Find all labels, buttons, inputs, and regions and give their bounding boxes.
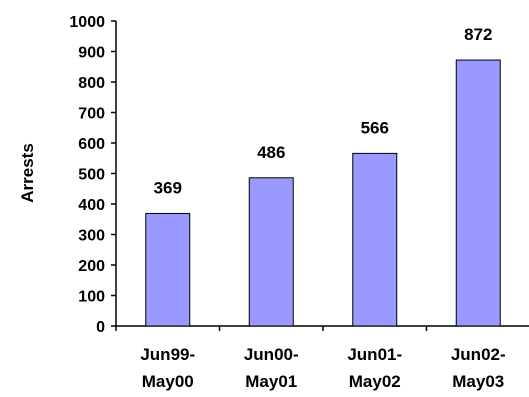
y-tick-label: 500: [78, 167, 105, 184]
data-label: 486: [257, 143, 285, 162]
bar: [352, 152, 398, 327]
y-tick-label: 800: [78, 75, 105, 92]
bar-series: 369 486 566 872: [145, 25, 501, 327]
x-tick-label: Jun00-May01: [244, 345, 299, 391]
y-tick-label: 400: [78, 197, 105, 214]
y-axis-title: Arrests: [18, 143, 37, 203]
y-tick-label: 0: [96, 319, 105, 336]
y-tick-label: 900: [78, 45, 105, 62]
y-axis: 0 100 200 300 400 500 600 700 800 900 1000: [69, 14, 117, 336]
y-tick-label: 1000: [69, 14, 105, 31]
x-tick-label: Jun99-May00: [140, 345, 195, 391]
y-tick-label: 700: [78, 106, 105, 123]
y-tick-label: 600: [78, 136, 105, 153]
x-axis: Jun99-May00 Jun00-May01 Jun01-May02 Jun02-M…: [115, 325, 529, 391]
data-label: 872: [464, 25, 492, 44]
bar: [455, 59, 501, 327]
x-tick-label: Jun01-May02: [347, 345, 402, 391]
y-tick-label: 100: [78, 289, 105, 306]
x-tick-label: Jun02-May03: [451, 345, 506, 391]
y-tick-label: 300: [78, 228, 105, 245]
data-label: 369: [154, 178, 182, 197]
bar: [248, 177, 294, 327]
bar: [145, 212, 191, 327]
y-tick-label: 200: [78, 258, 105, 275]
data-label: 566: [361, 118, 389, 137]
